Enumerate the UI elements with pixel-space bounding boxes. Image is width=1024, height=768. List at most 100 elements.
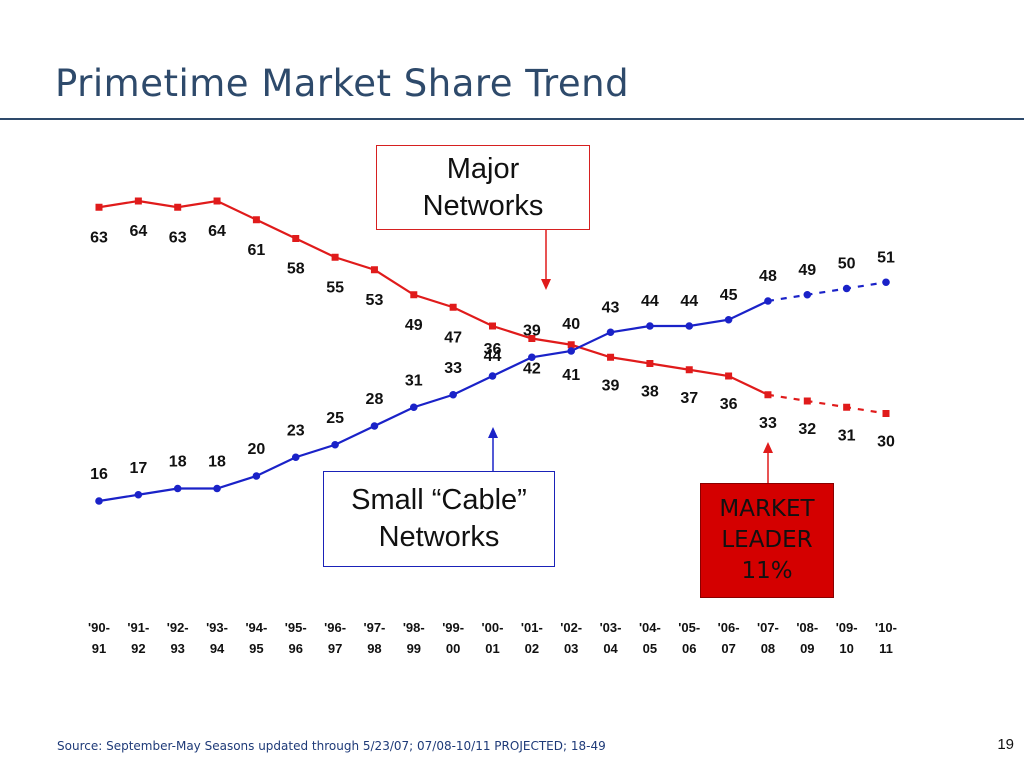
cable-arrow-head <box>488 427 498 438</box>
major-point <box>685 366 693 374</box>
series-layer <box>95 197 890 505</box>
cable-point <box>252 472 261 480</box>
major-point <box>725 372 733 380</box>
major-point <box>528 335 536 342</box>
x-tick-label-top: '97- <box>364 620 386 635</box>
x-tick-label-top: '90- <box>88 620 110 635</box>
major-data-label: 36 <box>720 396 738 413</box>
cable-point <box>95 497 103 505</box>
major-data-label: 53 <box>366 292 384 309</box>
major-point <box>213 197 221 205</box>
x-tick-label-bottom: 10 <box>839 641 853 656</box>
cable-data-label: 16 <box>90 466 108 483</box>
x-tick-label-top: '02- <box>560 620 582 635</box>
major-point <box>331 253 339 261</box>
x-tick-label-bottom: 11 <box>879 641 893 656</box>
cable-point <box>606 328 615 337</box>
cable-point <box>213 484 221 493</box>
x-tick-label-top: '98- <box>403 620 425 635</box>
x-tick-label-top: '95- <box>285 620 307 635</box>
cable-point <box>528 353 536 362</box>
x-tick-label-top: '96- <box>324 620 346 635</box>
x-tick-label-bottom: 02 <box>525 641 539 656</box>
cable-data-label: 31 <box>405 372 423 389</box>
page-number: 19 <box>997 736 1014 753</box>
cable-point <box>291 453 300 462</box>
cable-data-label: 20 <box>248 441 266 458</box>
major-data-label: 32 <box>798 421 816 438</box>
cable-data-label: 18 <box>169 454 187 471</box>
cable-actual-line <box>98 300 769 503</box>
major-data-label: 64 <box>208 223 226 240</box>
major-data-label: 38 <box>641 384 659 401</box>
x-tick-label-bottom: 08 <box>761 641 775 656</box>
major-arrow-head <box>541 279 551 290</box>
cable-point <box>842 284 851 293</box>
x-tick-label-bottom: 01 <box>485 641 499 656</box>
cable-data-label: 43 <box>602 299 620 316</box>
market-leader-line-2: LEADER <box>721 527 813 553</box>
major-data-label: 31 <box>838 427 856 444</box>
x-tick-label-bottom: 92 <box>131 641 145 656</box>
cable-point <box>331 440 339 449</box>
cable-data-label: 40 <box>562 316 580 333</box>
cable-projected-line <box>767 281 887 303</box>
cable-point <box>370 422 379 430</box>
major-data-label: 30 <box>877 434 895 451</box>
cable-point <box>567 347 575 355</box>
major-point <box>843 403 851 411</box>
major-data-label: 47 <box>444 329 462 346</box>
cable-data-label: 49 <box>798 262 816 279</box>
cable-data-label: 48 <box>759 268 777 285</box>
major-data-label: 49 <box>405 317 423 334</box>
cable-series <box>95 278 890 505</box>
x-tick-label-top: '99- <box>442 620 464 635</box>
x-tick-label-bottom: 04 <box>603 641 618 656</box>
x-tick-label-bottom: 09 <box>800 641 814 656</box>
major-point <box>803 397 811 405</box>
x-tick-label-bottom: 03 <box>564 641 578 656</box>
cable-point <box>449 390 457 399</box>
major-point <box>607 353 615 361</box>
x-tick-label-top: '03- <box>600 620 622 635</box>
cable-point <box>646 322 654 330</box>
x-tick-label-bottom: 07 <box>721 641 735 656</box>
major-data-label: 55 <box>326 279 344 296</box>
x-tick-label-bottom: 95 <box>249 641 263 656</box>
major-point <box>489 322 496 330</box>
market-leader-line-3: 11% <box>741 558 793 584</box>
market-leader-line-1: MARKET <box>719 496 815 522</box>
cable-point <box>724 315 733 324</box>
cable-callout-line-2: Networks <box>378 521 500 553</box>
cable-point <box>685 322 694 330</box>
x-tick-label-top: '94- <box>245 620 267 635</box>
major-data-label: 39 <box>602 377 620 394</box>
major-point <box>764 391 772 399</box>
cable-data-label: 45 <box>720 287 738 304</box>
major-point <box>646 360 654 367</box>
major-point <box>567 341 575 349</box>
cable-callout-line-1: Small “Cable” <box>351 484 527 516</box>
market-leader-box: MARKET LEADER 11% <box>700 483 834 598</box>
cable-point <box>764 297 772 305</box>
x-tick-label-top: '91- <box>127 620 149 635</box>
x-tick-label-bottom: 05 <box>643 641 657 656</box>
major-point <box>882 410 890 417</box>
cable-data-label: 36 <box>484 341 502 358</box>
major-callout-line-1: Major <box>446 152 520 185</box>
market-leader-arrow-head <box>763 442 773 453</box>
cable-point <box>173 484 182 493</box>
x-tick-label-top: '92- <box>167 620 189 635</box>
x-axis-tick-labels: '90- 91 '91- 92 '92- 93 '93- 94 '94- 95 '95- 96 '96-… <box>88 620 897 656</box>
major-data-label: 61 <box>248 242 266 259</box>
x-tick-label-top: '07- <box>757 620 779 635</box>
cable-data-label: 33 <box>444 360 462 377</box>
x-tick-label-bottom: 91 <box>92 641 106 656</box>
major-networks-callout: Major Networks <box>376 145 590 230</box>
x-tick-label-top: '06- <box>718 620 740 635</box>
source-note: Source: September-May Seasons updated th… <box>57 739 606 753</box>
cable-point <box>488 372 497 380</box>
x-tick-label-bottom: 99 <box>407 641 421 656</box>
cable-point <box>803 290 812 299</box>
